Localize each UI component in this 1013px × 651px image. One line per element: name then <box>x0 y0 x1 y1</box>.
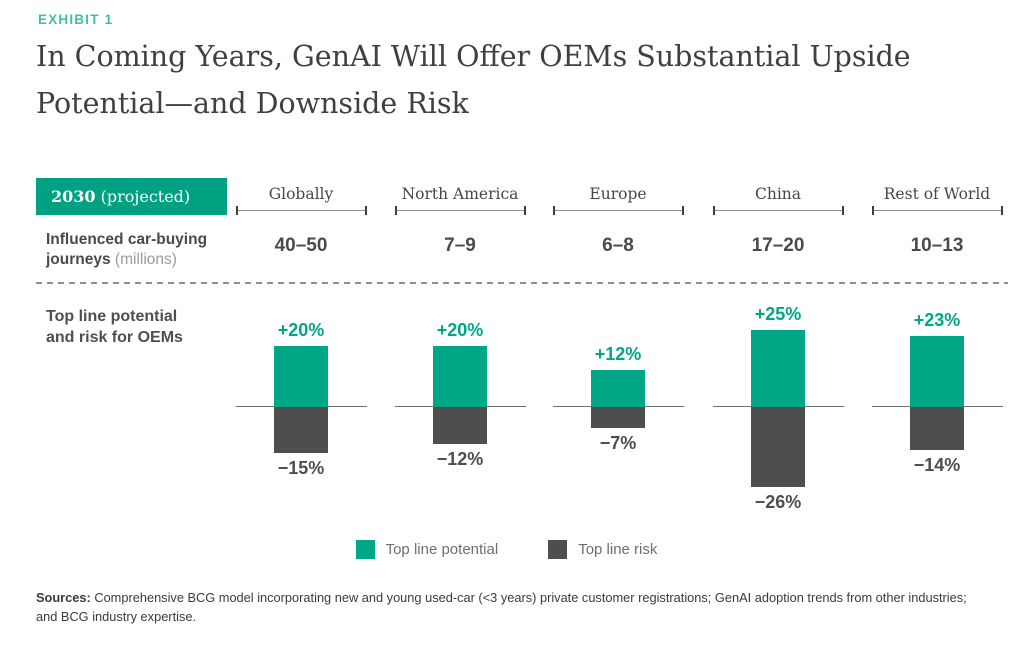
column-bracket <box>235 206 367 215</box>
bar-positive-label: +12% <box>594 344 642 364</box>
bar-positive <box>274 346 328 407</box>
column-header: China <box>754 185 802 203</box>
bar-negative <box>433 407 487 444</box>
legend-item-potential: Top line potential <box>355 540 499 559</box>
bar-positive-label: +20% <box>436 320 484 340</box>
journeys-value: 6–8 <box>602 235 634 256</box>
sources-text: Comprehensive BCG model incorporating ne… <box>36 590 967 624</box>
bar-negative-label: −7% <box>599 433 637 453</box>
bar-negative <box>274 407 328 453</box>
badge-year: 2030 <box>51 187 96 206</box>
legend-swatch-potential <box>355 540 375 559</box>
bar-negative-label: −12% <box>436 449 484 469</box>
sources-prefix: Sources: <box>36 590 91 605</box>
bracket-line <box>714 209 842 211</box>
bar-positive-label: +23% <box>913 310 961 330</box>
bar-positive-label: +25% <box>754 304 802 324</box>
column-header: Europe <box>589 185 647 203</box>
journeys-value: 7–9 <box>444 235 476 256</box>
bar-positive <box>751 330 805 407</box>
sources-note: Sources: Comprehensive BCG model incorpo… <box>36 588 988 626</box>
bar-negative-label: −15% <box>277 458 325 478</box>
bracket-line <box>873 209 1001 211</box>
chart-row-label: Top line potential and risk for OEMs <box>46 306 183 348</box>
bracket-line <box>237 209 365 211</box>
bar-negative-label: −14% <box>913 455 961 475</box>
dashed-divider <box>36 282 1008 284</box>
legend-item-risk: Top line risk <box>548 540 657 559</box>
bar-negative-label: −26% <box>754 492 802 512</box>
chart-row-label-line-1: Top line potential <box>46 308 178 325</box>
column-header: Rest of World <box>883 185 991 203</box>
bracket-line <box>554 209 682 211</box>
column-bracket <box>712 206 844 215</box>
journeys-row-label: Influenced car-buying journeys (millions… <box>46 230 232 270</box>
page-title-line-1: In Coming Years, GenAI Will Offer OEMs S… <box>36 40 911 73</box>
journeys-value: 40–50 <box>274 235 328 256</box>
journeys-value: 10–13 <box>910 235 964 256</box>
bar-positive <box>910 336 964 407</box>
exhibit-number-label: EXHIBIT 1 <box>38 12 114 27</box>
legend-label-risk: Top line risk <box>578 541 658 558</box>
journeys-row-label-note: (millions) <box>110 251 177 268</box>
bar-positive <box>591 370 645 407</box>
column-bracket <box>394 206 526 215</box>
legend-label-potential: Top line potential <box>385 541 499 558</box>
chart-row-label-line-2: and risk for OEMs <box>46 329 183 346</box>
bracket-line <box>396 209 524 211</box>
bar-negative <box>751 407 805 487</box>
bar-positive <box>433 346 487 407</box>
year-projected-badge: 2030 (projected) <box>36 178 227 215</box>
bar-negative <box>910 407 964 450</box>
chart-legend: Top line potential Top line risk <box>0 540 1013 559</box>
journeys-value: 17–20 <box>751 235 805 256</box>
bar-positive-label: +20% <box>277 320 325 340</box>
journeys-row-label-bold: Influenced car-buying journeys <box>46 231 208 268</box>
column-bracket <box>871 206 1003 215</box>
column-header: Globally <box>268 185 334 203</box>
page-title: In Coming Years, GenAI Will Offer OEMs S… <box>36 33 976 127</box>
column-header: North America <box>401 185 519 203</box>
page-title-line-2: Potential—and Downside Risk <box>36 87 469 120</box>
legend-swatch-risk <box>548 540 568 559</box>
badge-note: (projected) <box>95 187 191 206</box>
column-bracket <box>552 206 684 215</box>
bar-negative <box>591 407 645 428</box>
